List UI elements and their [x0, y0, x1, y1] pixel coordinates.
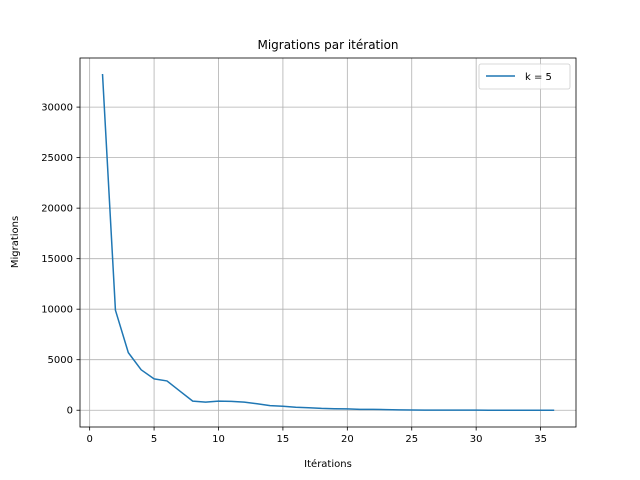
plot-frame: [79, 57, 577, 428]
y-tick-label: 10000: [41, 305, 73, 316]
plot-area: [80, 58, 576, 427]
x-axis-title: Itérations: [304, 458, 352, 470]
y-tick-label: 15000: [41, 254, 73, 265]
y-tick-label: 30000: [41, 103, 73, 114]
x-tick-label: 0: [86, 434, 92, 445]
series-layer: [101, 73, 555, 411]
legend-label: k = 5: [525, 72, 552, 83]
x-axis: 0 5 10 15 20 25 30 35: [86, 427, 547, 445]
series-line-0: [101, 73, 555, 411]
y-tick-label: 0: [67, 406, 73, 417]
y-tick-label: 5000: [48, 355, 73, 366]
x-tick-label: 15: [277, 434, 290, 445]
chart-title: Migrations par itération: [257, 38, 398, 52]
x-tick-label: 5: [151, 434, 157, 445]
y-tick-label: 20000: [41, 204, 73, 215]
x-tick-label: 30: [470, 434, 483, 445]
y-axis: 0 5000 10000 15000 20000 25000 30000: [41, 103, 80, 417]
legend: k = 5: [478, 63, 571, 90]
x-tick-label: 20: [341, 434, 354, 445]
legend-box: [478, 63, 571, 90]
y-tick-label: 25000: [41, 153, 73, 164]
x-tick-label: 35: [534, 434, 547, 445]
x-tick-label: 25: [405, 434, 418, 445]
grid: [80, 58, 576, 427]
y-axis-title: Migrations: [10, 216, 21, 268]
x-tick-label: 10: [212, 434, 225, 445]
